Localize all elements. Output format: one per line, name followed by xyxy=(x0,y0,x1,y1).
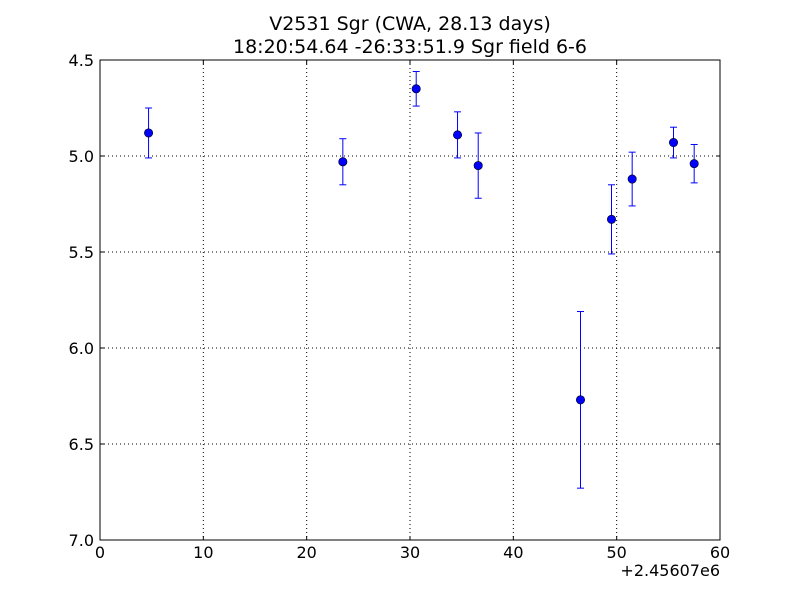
x-tick-label: 40 xyxy=(503,543,523,562)
y-tick-label: 6.0 xyxy=(69,339,94,358)
x-tick-label: 20 xyxy=(296,543,316,562)
chart-title-line2: 18:20:54.64 -26:33:51.9 Sgr field 6-6 xyxy=(233,36,587,58)
data-point xyxy=(627,174,637,184)
data-point xyxy=(411,84,421,94)
y-tick-label: 5.5 xyxy=(69,243,94,262)
grid xyxy=(100,60,720,540)
data-point xyxy=(668,138,678,148)
y-tick-label: 6.5 xyxy=(69,435,94,454)
data-series xyxy=(144,71,699,489)
x-tick-label: 50 xyxy=(606,543,626,562)
data-point xyxy=(338,157,348,167)
x-axis-offset-label: +2.45607e6 xyxy=(620,561,720,580)
y-tick-label: 4.5 xyxy=(69,51,94,70)
data-point xyxy=(575,395,585,405)
plot-frame xyxy=(99,59,721,541)
data-point xyxy=(453,130,463,140)
x-tick-label: 30 xyxy=(400,543,420,562)
y-tick-label: 5.0 xyxy=(69,147,94,166)
x-tick-label: 10 xyxy=(193,543,213,562)
x-tick-label: 0 xyxy=(95,543,105,562)
data-point xyxy=(689,159,699,169)
axis-ticks: 0 10 20 30 40 50 60 4.5 5.0 5.5 6.0 6.5 7.0 xyxy=(69,51,731,562)
x-tick-label: 60 xyxy=(710,543,730,562)
y-tick-label: 7.0 xyxy=(69,531,94,550)
chart-title-line1: V2531 Sgr (CWA, 28.13 days) xyxy=(269,13,551,35)
data-point xyxy=(473,161,483,171)
data-point xyxy=(606,214,616,224)
data-point xyxy=(144,128,154,138)
